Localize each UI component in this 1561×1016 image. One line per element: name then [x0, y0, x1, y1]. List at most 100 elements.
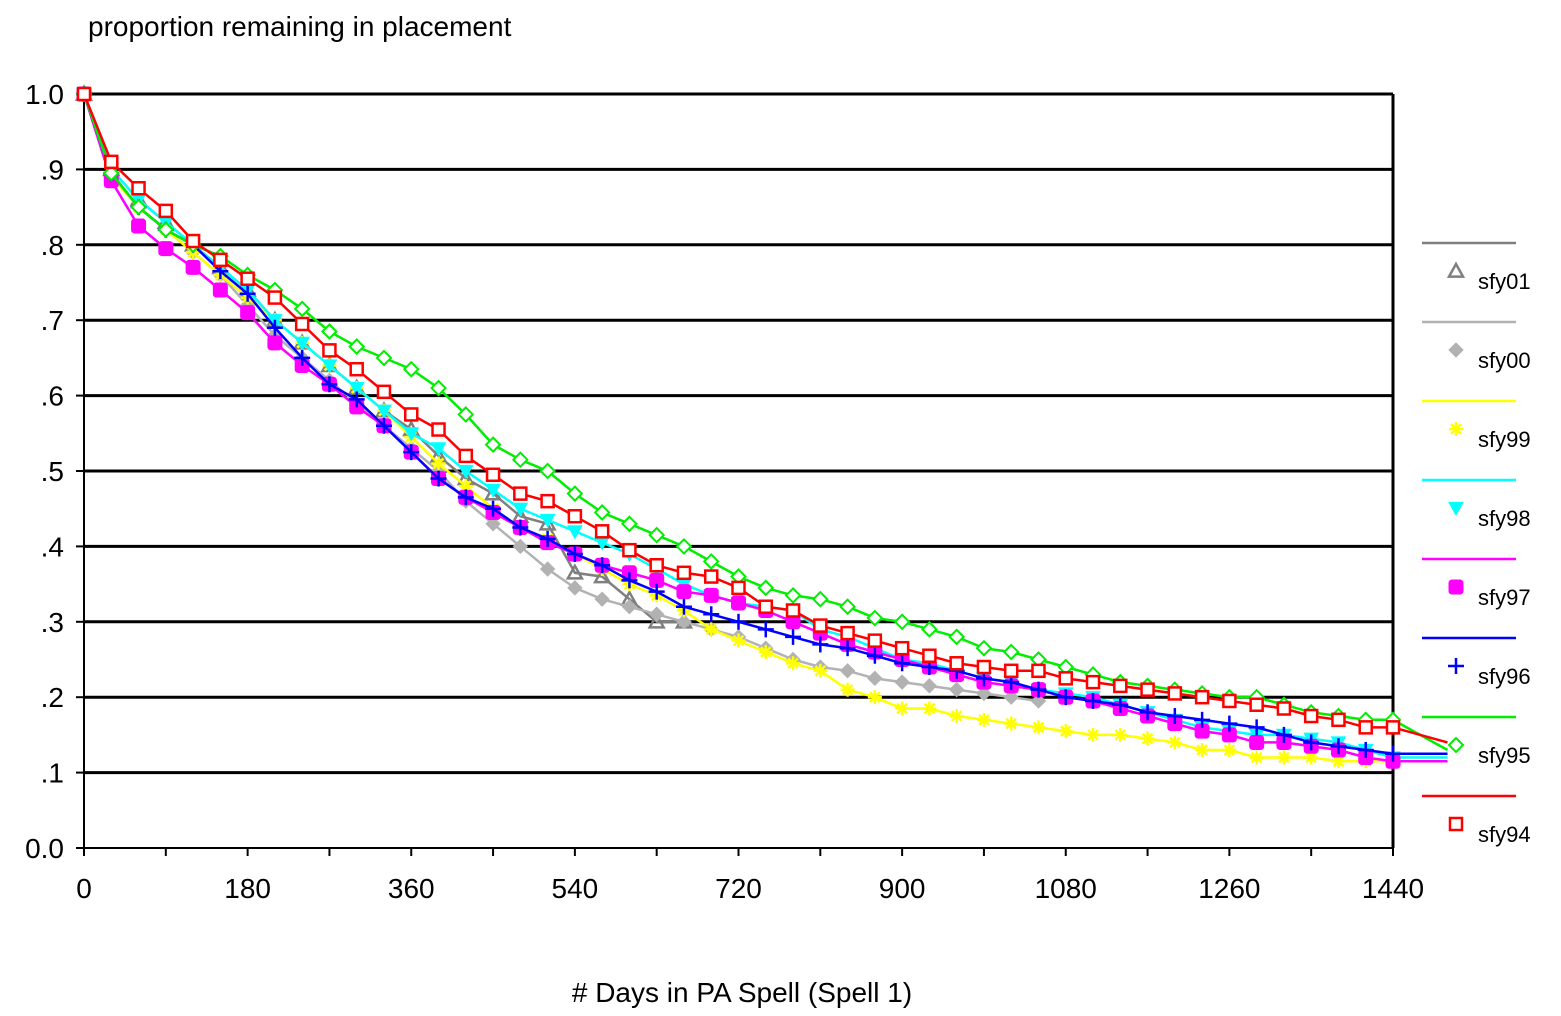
series-line-sfy97 — [82, 93, 1448, 763]
data-point — [1276, 750, 1291, 765]
data-point — [594, 524, 610, 539]
legend-label: sfy97 — [1478, 585, 1531, 610]
data-point — [513, 486, 528, 501]
data-point — [321, 323, 338, 340]
data-point — [1003, 689, 1019, 705]
data-point — [758, 599, 774, 614]
data-point — [540, 493, 555, 509]
data-point — [785, 603, 801, 618]
data-point — [812, 636, 829, 653]
data-point — [622, 542, 637, 558]
data-point — [1249, 750, 1264, 765]
data-point — [757, 621, 774, 638]
data-point — [512, 538, 529, 555]
legend-item: sfy98 — [1422, 478, 1531, 531]
data-point — [240, 271, 255, 286]
data-point — [511, 451, 529, 469]
data-point — [430, 442, 447, 457]
data-point — [675, 598, 692, 615]
legend-item: sfy99 — [1422, 399, 1531, 452]
data-point — [921, 678, 938, 694]
x-tick-label: 540 — [552, 873, 599, 904]
data-point — [867, 690, 882, 705]
data-point — [1166, 708, 1183, 725]
data-point — [1003, 663, 1019, 679]
data-point — [375, 417, 392, 434]
data-point — [185, 233, 201, 249]
data-point — [594, 591, 610, 607]
data-point — [294, 336, 311, 351]
data-point — [1057, 689, 1074, 706]
data-point — [376, 404, 392, 419]
data-point — [785, 628, 802, 645]
data-point — [567, 525, 583, 540]
series-sfy00 — [76, 86, 1047, 709]
data-point — [185, 259, 201, 275]
data-point — [757, 579, 775, 597]
data-point — [1002, 643, 1020, 661]
data-point — [348, 381, 365, 397]
y-tick-label: .6 — [41, 381, 64, 412]
data-point — [1113, 678, 1128, 694]
legend-item: sfy00 — [1422, 320, 1531, 373]
data-point — [458, 448, 474, 464]
x-axis: 0 180 360 540 720 900 1080 1260 1440 — [76, 848, 1424, 904]
data-point — [1357, 741, 1374, 758]
legend-label: sfy94 — [1478, 822, 1531, 847]
data-point — [866, 647, 883, 664]
data-point — [457, 489, 474, 506]
data-point — [1446, 261, 1466, 278]
data-point — [1447, 736, 1465, 754]
series-sfy96 — [76, 86, 1448, 762]
data-point — [866, 609, 884, 627]
data-point — [839, 640, 856, 657]
data-point — [348, 391, 365, 408]
data-point — [104, 154, 119, 170]
data-point — [431, 422, 446, 437]
data-point — [1195, 742, 1210, 757]
data-point — [731, 633, 746, 648]
data-point — [730, 613, 747, 630]
data-point — [1276, 701, 1292, 716]
data-point — [1194, 711, 1211, 728]
data-point — [430, 470, 447, 487]
data-point — [130, 198, 147, 216]
data-point — [567, 580, 583, 596]
legend-label: sfy96 — [1478, 664, 1531, 689]
data-point — [539, 513, 556, 529]
data-point — [1167, 735, 1182, 750]
y-tick-label: .5 — [41, 456, 64, 487]
data-point — [294, 349, 311, 366]
data-point — [538, 514, 557, 531]
data-point — [131, 181, 146, 196]
x-tick-label: 1260 — [1198, 873, 1260, 904]
data-point — [457, 406, 475, 423]
data-point — [948, 628, 966, 646]
data-point — [267, 335, 283, 351]
x-tick-label: 0 — [76, 873, 92, 904]
data-point — [212, 282, 228, 298]
data-point — [811, 590, 829, 608]
y-tick-label: .1 — [41, 758, 64, 789]
data-point — [867, 633, 883, 648]
data-point — [1140, 731, 1155, 746]
data-point — [457, 464, 474, 480]
data-point — [676, 614, 692, 630]
y-tick-label: 1.0 — [25, 79, 64, 110]
data-point — [157, 221, 175, 239]
data-point — [949, 656, 964, 671]
data-point — [676, 584, 692, 600]
data-point — [976, 712, 991, 727]
series-layer — [74, 84, 1449, 769]
data-point — [1303, 708, 1319, 724]
data-point — [839, 663, 856, 679]
data-point — [403, 427, 420, 442]
data-point — [403, 444, 420, 461]
data-point — [1448, 501, 1464, 517]
series-line-sfy99 — [82, 93, 1448, 763]
data-point — [1031, 663, 1046, 679]
data-point — [1249, 734, 1265, 750]
data-point — [404, 407, 419, 422]
data-point — [648, 606, 665, 622]
x-tick-label: 360 — [388, 873, 435, 904]
